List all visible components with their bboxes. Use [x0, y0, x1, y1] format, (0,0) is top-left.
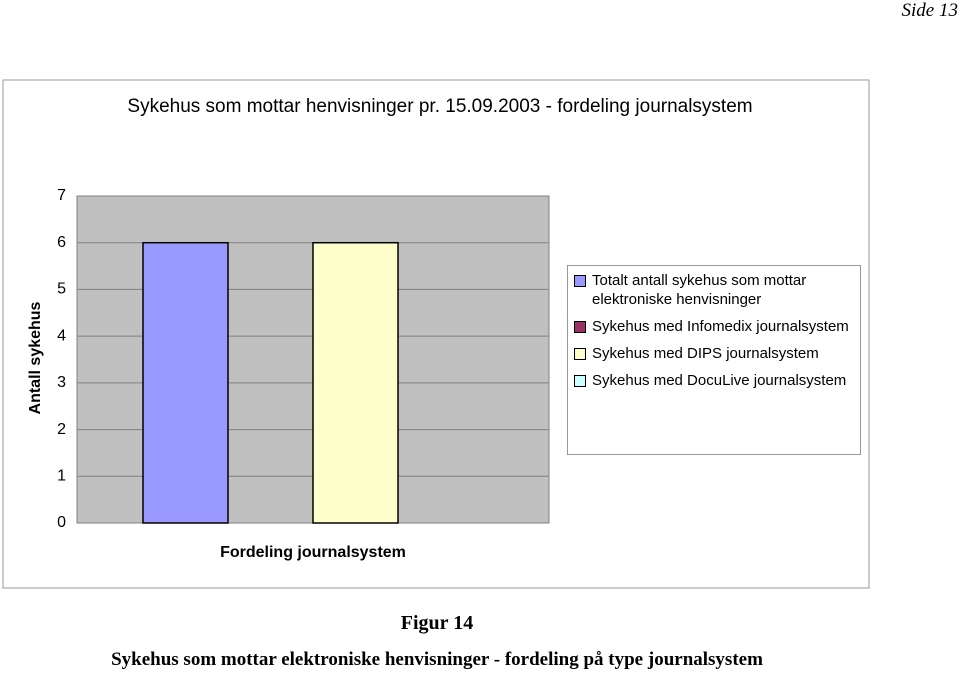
legend-label: Sykehus med DIPS journalsystem — [592, 345, 819, 362]
chart-title: Sykehus som mottar henvisninger pr. 15.0… — [127, 96, 753, 117]
legend-item: Sykehus med Infomedix journalsystem — [574, 317, 854, 336]
legend-swatch — [574, 375, 586, 387]
legend-label: Sykehus med Infomedix journalsystem — [592, 318, 849, 335]
x-tick-label: Fordeling journalsystem — [220, 544, 406, 561]
bar — [142, 241, 229, 524]
legend-item: Sykehus med DIPS journalsystem — [574, 344, 854, 363]
y-tick-label: 1 — [57, 468, 66, 485]
legend-label: Totalt antall sykehus som mottar elektro… — [592, 272, 807, 308]
y-tick-label: 2 — [57, 421, 66, 438]
y-tick-label: 5 — [57, 281, 66, 298]
legend: Totalt antall sykehus som mottar elektro… — [567, 265, 861, 455]
legend-swatch — [574, 321, 586, 333]
y-axis-title: Antall sykehus — [27, 301, 44, 414]
figure-caption: Sykehus som mottar elektroniske henvisni… — [111, 649, 763, 670]
legend-item: Sykehus med DocuLive journalsystem — [574, 371, 854, 390]
y-tick-label: 0 — [57, 514, 66, 531]
legend-swatch — [574, 275, 586, 287]
legend-item: Totalt antall sykehus som mottar elektro… — [574, 271, 854, 309]
bar — [312, 241, 399, 524]
y-tick-label: 7 — [57, 187, 66, 204]
legend-swatch — [574, 348, 586, 360]
figure-number: Figur 14 — [400, 612, 474, 634]
y-tick-label: 6 — [57, 234, 66, 251]
y-tick-label: 3 — [57, 374, 66, 391]
legend-label: Sykehus med DocuLive journalsystem — [592, 372, 847, 389]
page-header: Side 13 — [901, 0, 958, 21]
y-tick-label: 4 — [57, 327, 66, 344]
